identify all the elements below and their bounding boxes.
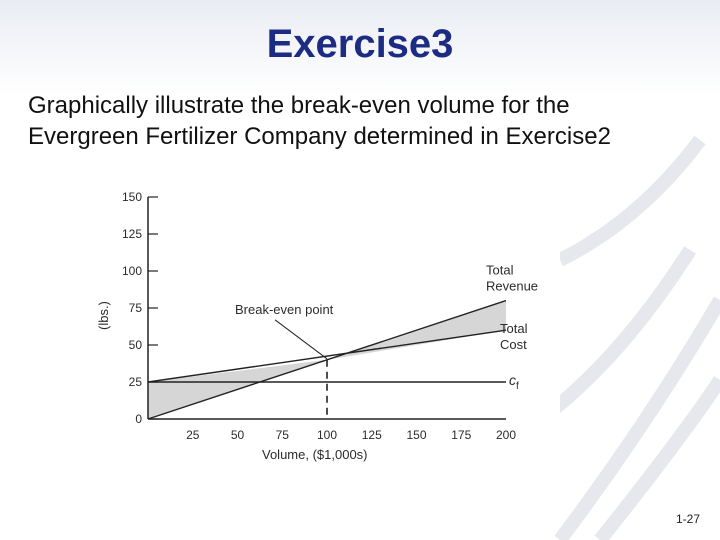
break-even-label: Break-even point <box>235 302 334 317</box>
fixed-cost-label-main: c <box>509 372 516 388</box>
revenue-label-line1: Total <box>486 263 514 278</box>
fixed-cost-label-sub: f <box>516 381 519 392</box>
y-tick-label: 150 <box>122 190 142 204</box>
cost-label-line2: Cost <box>500 337 527 352</box>
break-even-leader <box>274 319 328 360</box>
x-tick-label: 100 <box>317 428 337 442</box>
x-tick-label: 50 <box>231 428 245 442</box>
x-tick-label: 25 <box>186 428 200 442</box>
total-revenue-line <box>147 299 507 420</box>
y-tick-label: 125 <box>122 227 142 241</box>
x-tick-label: 125 <box>362 428 382 442</box>
y-tick-label: 25 <box>129 375 143 389</box>
x-axis-label: Volume, ($1,000s) <box>262 447 368 462</box>
y-axis-label: (lbs.) <box>96 301 111 330</box>
page-number: 1-27 <box>675 512 700 526</box>
x-tick-label: 75 <box>276 428 290 442</box>
x-tick-label: 150 <box>406 428 426 442</box>
total-cost-line <box>147 329 507 383</box>
fixed-cost-label: cf <box>509 372 519 392</box>
y-tick-label: 50 <box>129 338 143 352</box>
y-tick-label: 100 <box>122 264 142 278</box>
revenue-label-line2: Revenue <box>486 279 538 294</box>
y-tick-label: 75 <box>129 301 143 315</box>
cost-label-line1: Total <box>500 321 528 336</box>
y-tick-label: 0 <box>135 412 142 426</box>
slide-body-text: Graphically illustrate the break-even vo… <box>28 92 611 150</box>
break-even-chart: 0 25 50 75 100 125 150 25 50 75 100 125 150 175 200 B… <box>90 180 560 472</box>
x-tick-label: 175 <box>451 428 471 442</box>
slide-title: Exercise3 <box>266 22 454 66</box>
x-tick-label: 200 <box>496 428 516 442</box>
